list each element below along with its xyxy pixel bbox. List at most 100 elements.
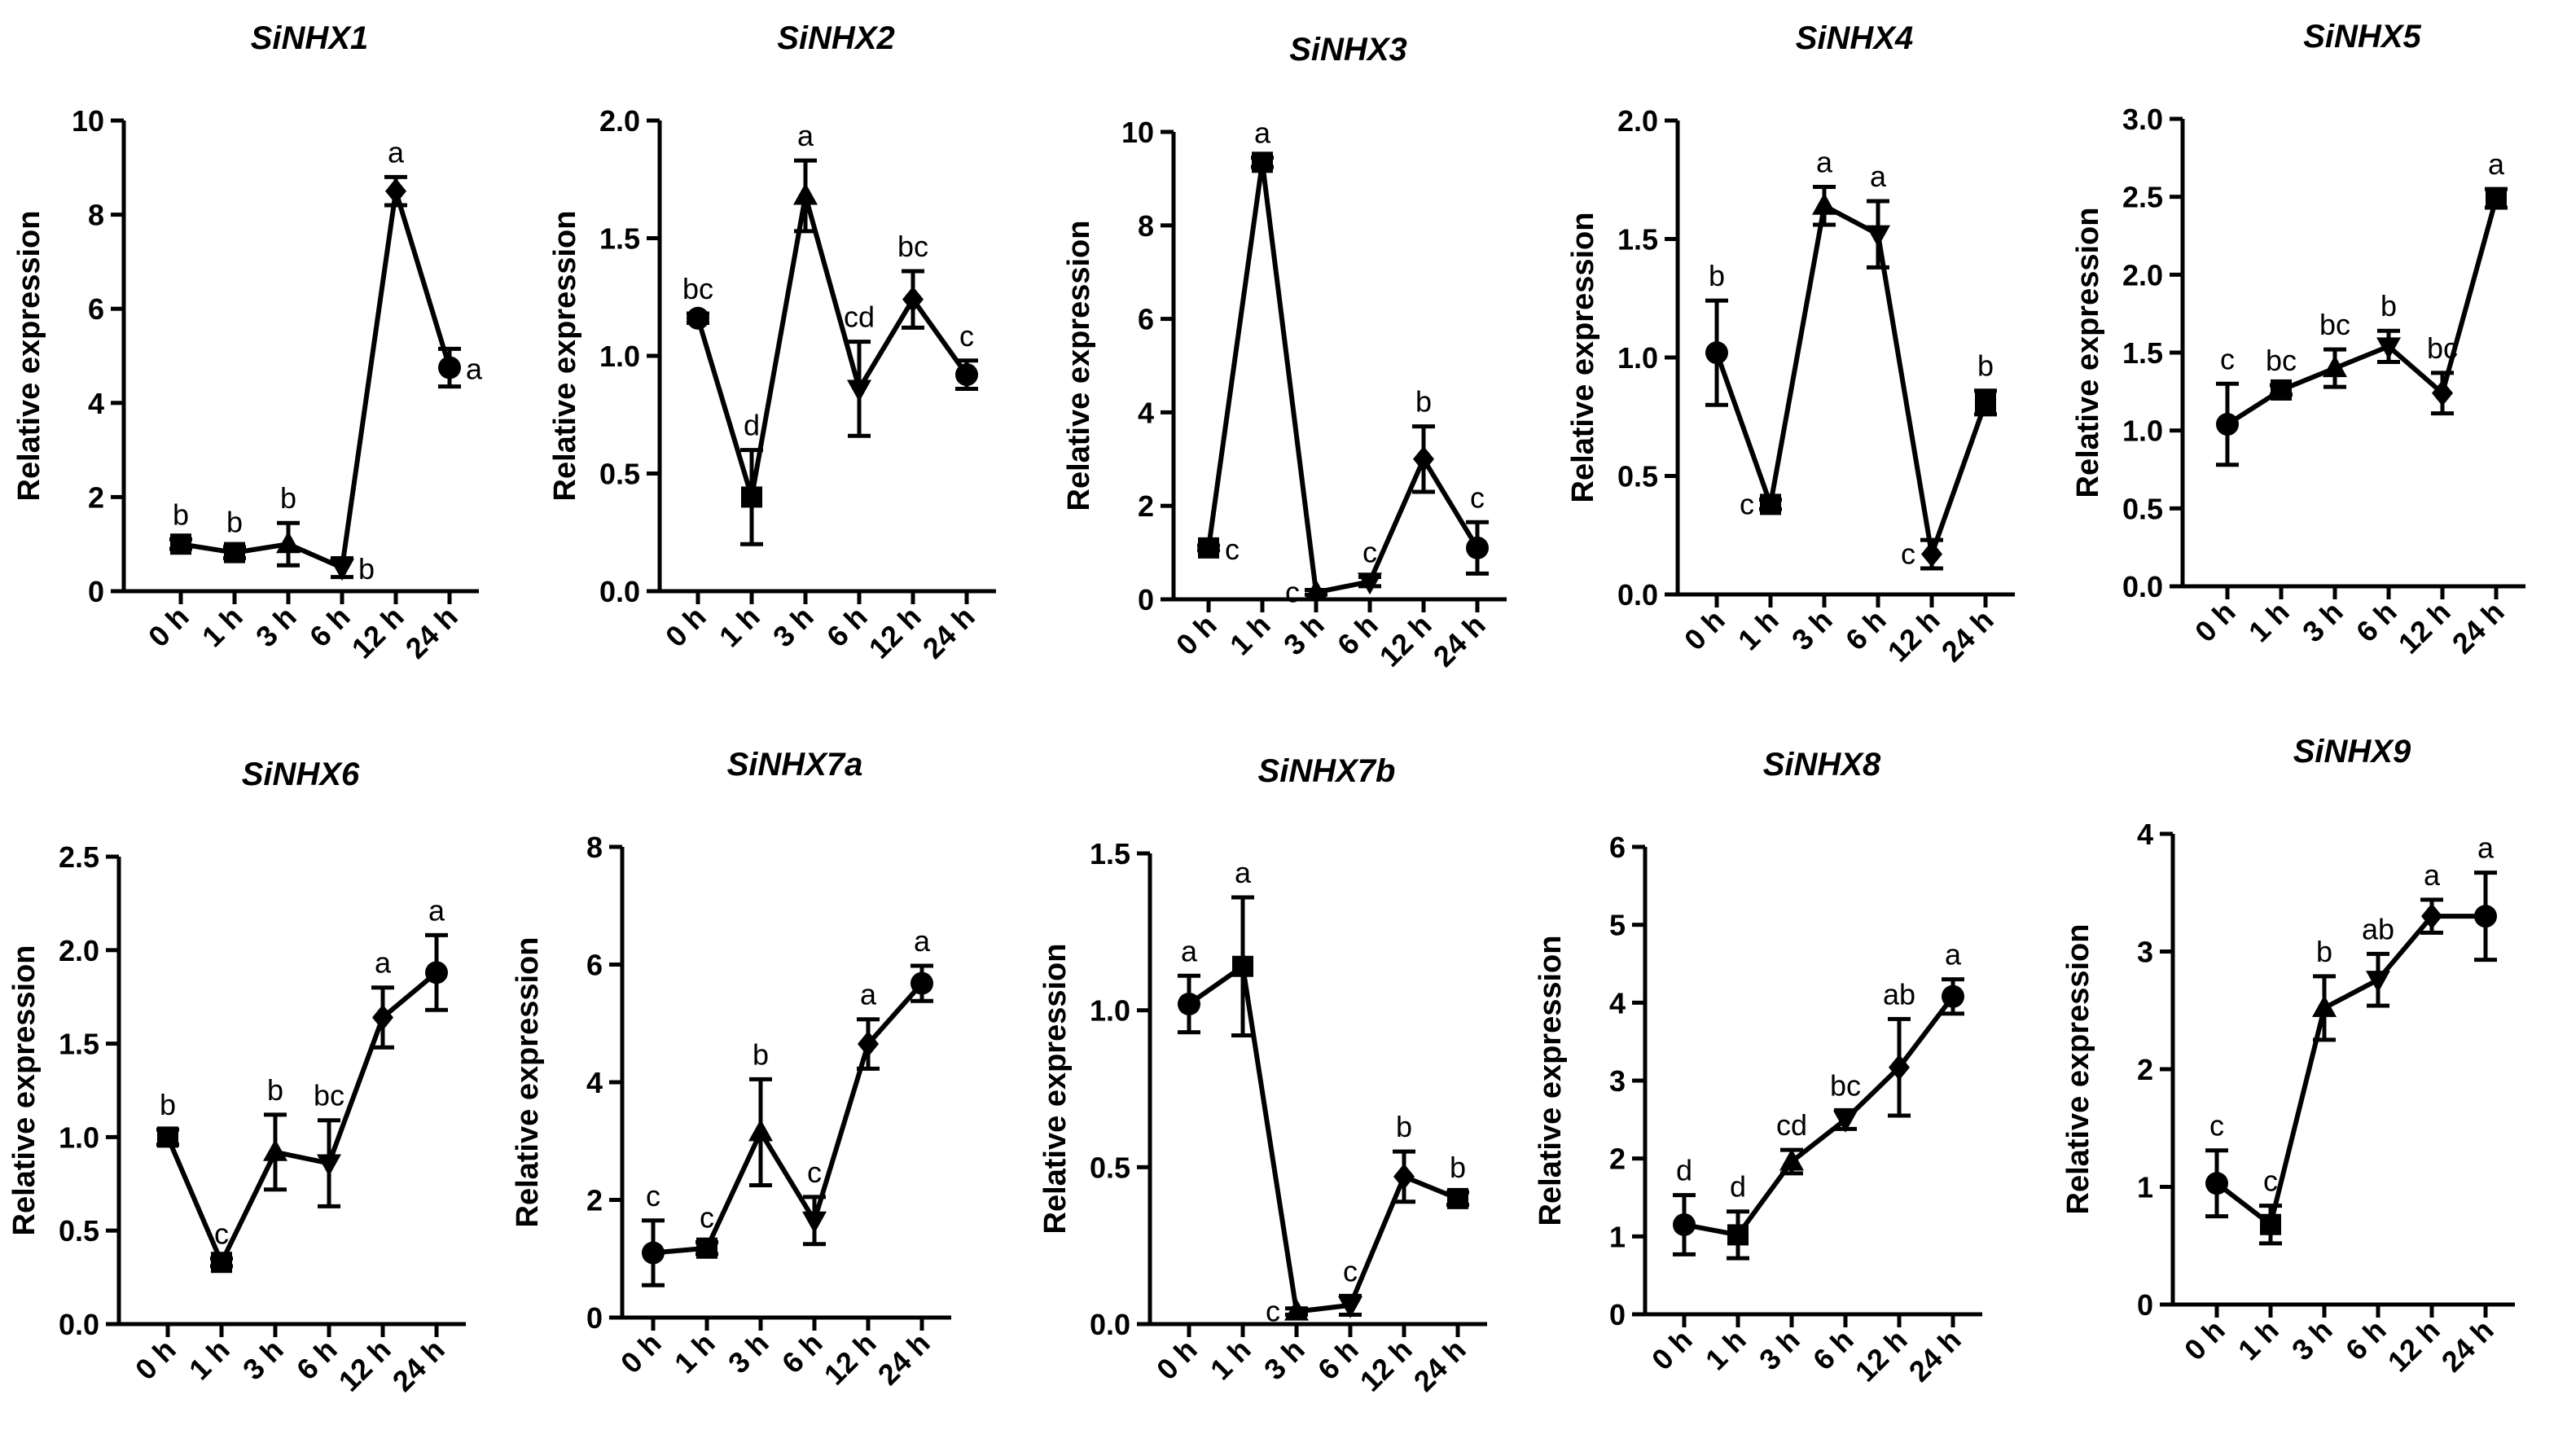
- data-point: [1975, 392, 1996, 414]
- y-tick-label: 3: [2137, 936, 2153, 969]
- y-tick-label: 5: [1609, 909, 1626, 942]
- data-point: [276, 531, 301, 554]
- y-tick-label: 2.5: [2122, 181, 2163, 214]
- x-tick-label: 0 h: [142, 600, 195, 654]
- significance-label: cd: [844, 300, 875, 334]
- data-point: [1198, 537, 1219, 559]
- data-point: [372, 1004, 393, 1031]
- significance-label: c: [1266, 1295, 1280, 1328]
- series-line: [1206, 160, 1480, 595]
- significance-label: a: [388, 135, 405, 169]
- x-tick-label: 3 h: [2285, 1313, 2339, 1367]
- y-tick-label: 6: [586, 949, 603, 982]
- y-tick-label: 1.5: [2122, 336, 2163, 370]
- y-tick-label: 0.0: [2122, 570, 2163, 603]
- significance-label: a: [1181, 934, 1198, 967]
- data-point: [1760, 493, 1781, 515]
- series-line: [2226, 197, 2499, 427]
- x-tick-label: 3 h: [249, 600, 303, 654]
- data-point: [2312, 994, 2337, 1017]
- x-tick-label: 0 h: [129, 1333, 182, 1387]
- y-tick-label: 2: [88, 480, 104, 514]
- significance-label: b: [173, 498, 189, 531]
- data-point: [902, 286, 924, 313]
- series-line: [1187, 963, 1459, 1314]
- y-tick-label: 0.5: [2122, 492, 2163, 525]
- x-tick-label: 24 h: [1902, 1323, 1968, 1388]
- data-point: [802, 1211, 827, 1234]
- data-point: [1447, 1187, 1468, 1209]
- y-tick-label: 0: [1609, 1298, 1626, 1331]
- y-tick-label: 0.5: [599, 458, 640, 491]
- y-tick-label: 2.0: [2122, 258, 2163, 292]
- y-tick-label: 0.0: [1090, 1308, 1130, 1341]
- chart-panel-8: SiNHX7b 0.0 0.5 1.0 1.5 Relative expression 0 …: [1038, 753, 1487, 1398]
- significance-label: a: [2488, 147, 2505, 181]
- x-tick-label: 24 h: [916, 600, 981, 665]
- data-point: [1942, 985, 1964, 1008]
- significance-label: c: [1901, 537, 1915, 571]
- y-tick-label: 2.0: [59, 934, 99, 967]
- significance-label: ab: [2362, 912, 2394, 945]
- y-tick-label: 0.0: [599, 575, 640, 608]
- x-tick-label: 1 h: [713, 600, 766, 654]
- significance-label: c: [1343, 1254, 1358, 1287]
- y-axis-label: Relative expression: [2071, 208, 2105, 498]
- y-tick-label: 6: [88, 292, 104, 326]
- x-tick-label: 1 h: [2231, 1313, 2285, 1367]
- significance-label: b: [1450, 1151, 1466, 1184]
- y-axis-label: Relative expression: [1062, 221, 1096, 511]
- y-tick-label: 1.0: [599, 340, 640, 373]
- data-point: [696, 1237, 717, 1259]
- y-axis-label: Relative expression: [7, 945, 42, 1236]
- significance-label: c: [646, 1179, 660, 1213]
- significance-label: d: [744, 409, 760, 442]
- significance-label: c: [1470, 480, 1485, 514]
- x-tick-label: 12 h: [1881, 603, 1946, 669]
- y-tick-label: 4: [1609, 986, 1626, 1020]
- data-point: [911, 971, 933, 995]
- data-point: [438, 356, 461, 379]
- significance-label: bc: [2319, 308, 2350, 341]
- x-tick-label: 3 h: [722, 1327, 775, 1380]
- significance-label: c: [959, 319, 974, 353]
- data-point: [1673, 1213, 1696, 1236]
- y-axis-label: Relative expression: [1038, 944, 1073, 1235]
- x-tick-label: 12 h: [2392, 595, 2457, 660]
- y-tick-label: 0: [586, 1301, 603, 1335]
- y-tick-label: 4: [88, 387, 104, 420]
- x-tick-label: 24 h: [1407, 1333, 1472, 1398]
- significance-label: a: [1945, 938, 1962, 971]
- x-tick-label: 1 h: [182, 1333, 236, 1387]
- chart-title: SiNHX7a: [727, 747, 863, 783]
- significance-label: a: [1254, 116, 1271, 150]
- data-point: [170, 533, 191, 555]
- x-tick-label: 1 h: [1223, 608, 1277, 662]
- chart-title: SiNHX4: [1796, 20, 1914, 56]
- data-point: [1393, 1163, 1415, 1190]
- significance-label: b: [280, 481, 296, 515]
- significance-label: c: [2220, 342, 2235, 375]
- data-point: [1358, 572, 1382, 595]
- significance-label: cd: [1776, 1108, 1807, 1142]
- x-tick-label: 12 h: [2381, 1313, 2446, 1379]
- x-tick-label: 1 h: [1204, 1333, 1257, 1387]
- data-point: [1252, 151, 1273, 173]
- y-tick-label: 8: [88, 199, 104, 232]
- chart-title: SiNHX6: [242, 757, 360, 792]
- data-point: [211, 1252, 232, 1274]
- series-line: [652, 981, 924, 1256]
- x-tick-label: 3 h: [1753, 1323, 1806, 1377]
- x-tick-label: 1 h: [1699, 1323, 1753, 1377]
- data-point: [642, 1241, 665, 1265]
- significance-label: bc: [1830, 1068, 1861, 1102]
- significance-label: a: [428, 893, 445, 927]
- y-tick-label: 2: [1609, 1142, 1626, 1176]
- x-tick-label: 12 h: [1849, 1323, 1914, 1388]
- data-point: [2421, 903, 2442, 930]
- data-point: [2216, 413, 2239, 436]
- data-point: [2474, 905, 2497, 928]
- significance-label: b: [2381, 289, 2397, 322]
- significance-label: d: [1730, 1170, 1746, 1204]
